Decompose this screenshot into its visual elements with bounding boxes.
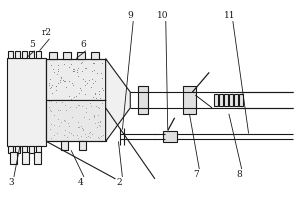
Bar bbox=[214, 94, 218, 106]
Bar bbox=[219, 94, 223, 106]
Polygon shape bbox=[106, 59, 130, 141]
Bar bbox=[234, 94, 238, 106]
Bar bbox=[61, 141, 68, 150]
Text: 3: 3 bbox=[8, 178, 14, 187]
Bar bbox=[22, 51, 27, 58]
Text: 6: 6 bbox=[80, 40, 86, 49]
Bar bbox=[182, 86, 196, 114]
Bar bbox=[77, 52, 85, 59]
Text: r2: r2 bbox=[41, 28, 52, 37]
Text: 11: 11 bbox=[224, 11, 236, 20]
Bar bbox=[163, 131, 177, 142]
Bar bbox=[36, 146, 40, 153]
Text: 4: 4 bbox=[78, 178, 84, 187]
Bar bbox=[63, 52, 71, 59]
Bar bbox=[79, 141, 86, 150]
Bar bbox=[15, 51, 20, 58]
Bar bbox=[8, 146, 13, 153]
Text: 5: 5 bbox=[29, 40, 34, 49]
Bar bbox=[34, 152, 40, 164]
Text: 2: 2 bbox=[117, 178, 122, 187]
Text: 7: 7 bbox=[194, 170, 199, 179]
Bar bbox=[50, 52, 57, 59]
Bar bbox=[239, 94, 243, 106]
Bar bbox=[138, 86, 148, 114]
Bar bbox=[46, 59, 106, 141]
Bar bbox=[36, 51, 40, 58]
Bar bbox=[29, 51, 34, 58]
Bar bbox=[22, 152, 29, 164]
Bar bbox=[224, 94, 228, 106]
Bar bbox=[46, 59, 106, 100]
Bar bbox=[15, 146, 20, 153]
Bar bbox=[8, 51, 13, 58]
Bar bbox=[229, 94, 233, 106]
Text: 9: 9 bbox=[128, 11, 133, 20]
Bar bbox=[7, 58, 46, 146]
Text: 8: 8 bbox=[236, 170, 242, 179]
Bar bbox=[29, 146, 34, 153]
Text: 10: 10 bbox=[157, 11, 169, 20]
Bar bbox=[22, 146, 27, 153]
Bar bbox=[10, 152, 17, 164]
Bar bbox=[91, 52, 99, 59]
Bar bbox=[46, 100, 106, 141]
